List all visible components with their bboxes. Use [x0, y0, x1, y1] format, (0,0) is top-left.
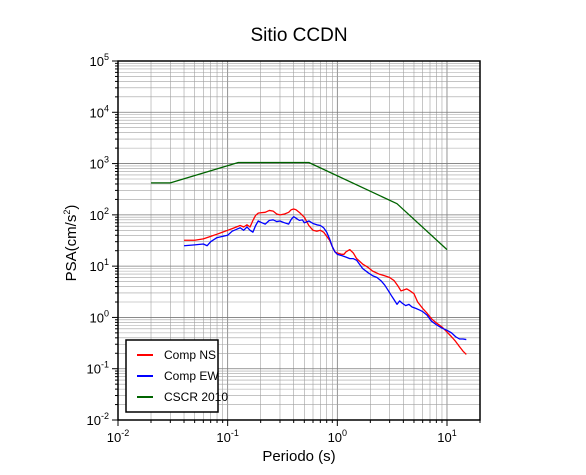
- axis-ticks: 10-2 10-1 100 101 10-2 10-1 100 101 102 103 104 105: [87, 52, 481, 445]
- plot-frame: [117, 60, 481, 421]
- y-tick-label: 101: [90, 257, 109, 274]
- x-tick-label: 101: [437, 428, 456, 445]
- y-tick-label: 10-1: [87, 360, 109, 377]
- x-tick-label: 10-2: [107, 428, 129, 445]
- y-tick-label: 100: [90, 308, 109, 325]
- y-axis-title-main: PSA(cm/s: [63, 215, 80, 282]
- x-tick-label: 10-1: [216, 428, 238, 445]
- y-tick-label: 105: [90, 52, 109, 69]
- legend-label-ew: Comp EW: [164, 369, 219, 383]
- y-axis-title: PSA(cm/s2): [62, 205, 80, 282]
- chart-title: Sitio CCDN: [250, 25, 347, 46]
- grid-lines: [118, 61, 480, 420]
- y-axis-title-exponent: 2: [62, 210, 72, 215]
- y-tick-label: 102: [90, 206, 109, 223]
- y-axis-title-close: ): [63, 205, 80, 210]
- legend: Comp NS Comp EW CSCR 2010: [125, 339, 228, 413]
- x-axis-title: Periodo (s): [262, 448, 335, 465]
- plot-area: [151, 161, 467, 355]
- legend-label-ns: Comp NS: [164, 348, 216, 362]
- y-tick-label: 10-2: [87, 411, 109, 428]
- y-tick-label: 103: [90, 155, 109, 172]
- x-tick-label: 100: [328, 428, 347, 445]
- series-line-comp-ew: [183, 216, 467, 341]
- y-tick-label: 104: [90, 103, 109, 120]
- legend-label-cscr: CSCR 2010: [164, 390, 228, 404]
- series-line-comp-ns: [184, 208, 467, 355]
- series-line-cscr-2010: [151, 161, 448, 251]
